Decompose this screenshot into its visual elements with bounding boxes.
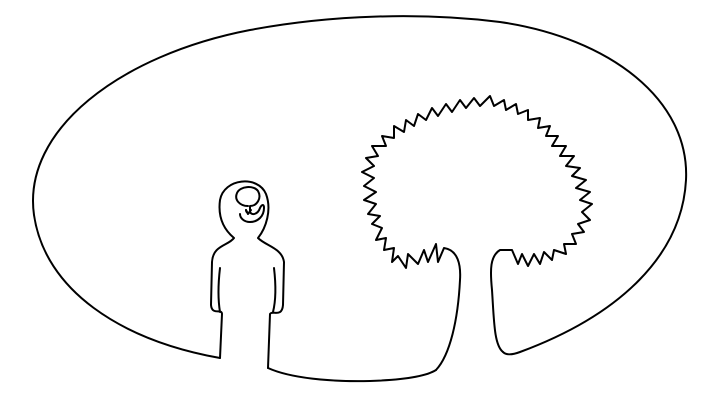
person-left-arm-line [217, 267, 221, 313]
tree [361, 95, 593, 371]
person-figure [210, 180, 285, 369]
head-tree-symbol [235, 186, 265, 223]
ground-line [267, 367, 437, 383]
head-tree-trunk-arrow [245, 209, 252, 215]
person-right-arm-line [272, 267, 277, 313]
oval-frame [32, 15, 688, 359]
